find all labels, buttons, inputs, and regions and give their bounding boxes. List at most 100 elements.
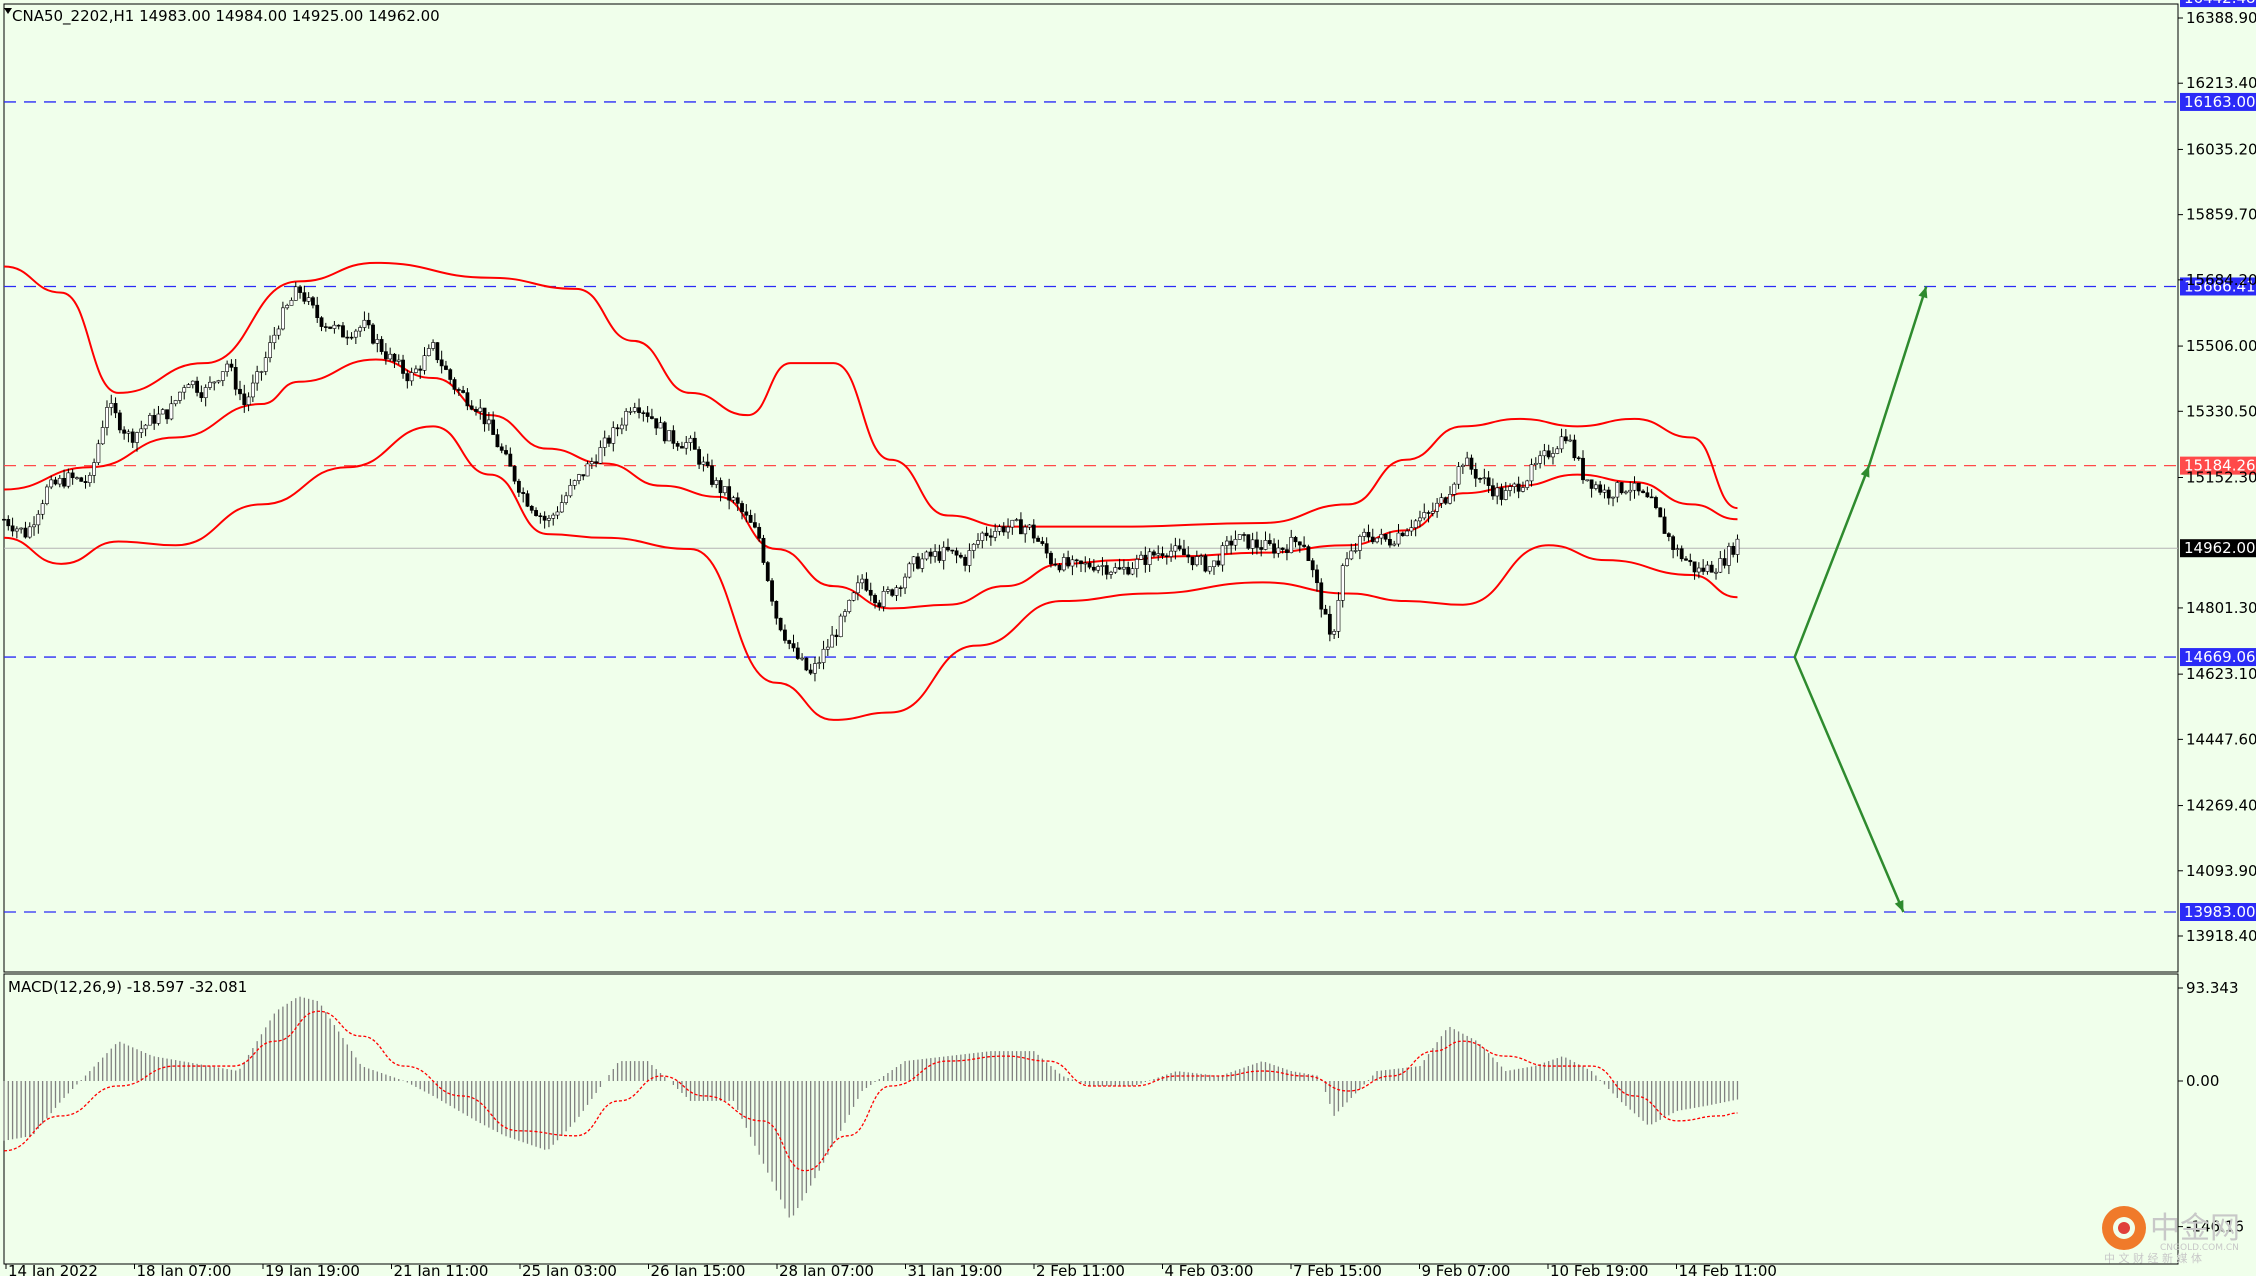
candle-body bbox=[1224, 540, 1229, 546]
candle-body bbox=[971, 543, 976, 551]
candle-body bbox=[396, 359, 401, 362]
candle-body bbox=[190, 380, 195, 385]
candle-body bbox=[662, 422, 667, 442]
macd-tick-label: -146.16 bbox=[2186, 1218, 2244, 1236]
candle-body bbox=[920, 558, 925, 569]
candle-body bbox=[1242, 534, 1246, 536]
candle-body bbox=[1066, 557, 1071, 567]
candle-body bbox=[529, 505, 534, 511]
candle-body bbox=[1310, 560, 1315, 571]
candle-body bbox=[1143, 554, 1148, 565]
candle-body bbox=[422, 355, 427, 371]
level-tag-label: 13983.00 bbox=[2184, 903, 2256, 921]
candle-body bbox=[409, 372, 414, 382]
candle-body bbox=[710, 465, 714, 485]
candle-body bbox=[1276, 547, 1281, 554]
candle-body bbox=[418, 368, 423, 371]
candle-body bbox=[697, 449, 702, 465]
candle-body bbox=[27, 526, 32, 538]
candle-body bbox=[383, 351, 388, 360]
candle-body bbox=[263, 357, 268, 372]
candle-body bbox=[1593, 484, 1598, 489]
candle-body bbox=[276, 328, 281, 336]
candle-body bbox=[787, 640, 792, 644]
candle-body bbox=[392, 353, 397, 362]
candle-body bbox=[988, 535, 993, 538]
candle-body bbox=[692, 437, 697, 450]
candle-body bbox=[92, 462, 97, 476]
candle-body bbox=[1615, 482, 1620, 498]
candle-body bbox=[1212, 560, 1216, 567]
candle-body bbox=[1508, 486, 1512, 491]
candle-body bbox=[521, 492, 526, 494]
candle-body bbox=[1473, 469, 1478, 479]
candle-body bbox=[1568, 439, 1573, 442]
projection-arrows-layer bbox=[1793, 286, 1928, 913]
candle-body bbox=[1671, 536, 1676, 550]
projection-arrow-head bbox=[1860, 465, 1870, 478]
candle-body bbox=[654, 418, 659, 429]
candle-body bbox=[1263, 540, 1268, 550]
bollinger-middle-line bbox=[3, 358, 1738, 610]
watermark-brand: 中金网 bbox=[2150, 1211, 2240, 1246]
candle-body bbox=[774, 600, 779, 619]
candle-body bbox=[744, 511, 749, 516]
candle-body bbox=[444, 365, 448, 370]
main-pane-frame bbox=[3, 3, 2179, 973]
candle-body bbox=[1452, 483, 1457, 495]
candle-body bbox=[1340, 565, 1345, 601]
level-tag-label: 16163.00 bbox=[2184, 93, 2256, 111]
candle-body bbox=[1482, 477, 1487, 480]
candle-body bbox=[658, 422, 663, 429]
candle-body bbox=[1182, 548, 1186, 556]
candle-body bbox=[195, 380, 199, 393]
candle-body bbox=[1306, 546, 1311, 561]
symbol-menu-triangle[interactable] bbox=[4, 8, 12, 14]
candle-body bbox=[804, 657, 809, 671]
candle-body bbox=[1083, 562, 1088, 565]
main-chart-pane[interactable]: CNA50_2202,H1 14983.00 14984.00 14925.00… bbox=[2, 0, 2179, 973]
macd-pane[interactable]: MACD(12,26,9) -18.597 -32.081 bbox=[3, 973, 2179, 1265]
candle-body bbox=[1598, 484, 1603, 493]
candle-body bbox=[881, 590, 886, 607]
candle-body bbox=[594, 461, 599, 464]
candle-body bbox=[911, 556, 916, 565]
time-tick-label: 2 Feb 11:00 bbox=[1036, 1262, 1125, 1276]
candle-body bbox=[293, 286, 298, 301]
candle-body bbox=[1147, 551, 1152, 565]
candle-body bbox=[289, 300, 294, 306]
candle-body bbox=[568, 485, 573, 497]
candle-body bbox=[1315, 569, 1319, 584]
candle-body bbox=[319, 317, 324, 327]
candle-body bbox=[1636, 482, 1641, 492]
candle-body bbox=[1216, 560, 1221, 566]
candle-body bbox=[465, 392, 470, 407]
candle-body bbox=[1456, 466, 1461, 485]
candle-body bbox=[1203, 555, 1208, 572]
candle-body bbox=[1375, 537, 1379, 543]
price-tick-label: 15684.20 bbox=[2186, 271, 2256, 289]
candle-body bbox=[499, 446, 504, 451]
candle-body bbox=[281, 307, 285, 330]
candle-body bbox=[452, 379, 457, 390]
candle-body bbox=[336, 324, 341, 327]
candle-body bbox=[1662, 516, 1667, 534]
time-tick-label: 25 Jan 03:00 bbox=[522, 1262, 617, 1276]
candle-body bbox=[1460, 464, 1465, 467]
candle-body bbox=[1027, 524, 1032, 528]
candle-body bbox=[117, 412, 122, 431]
candle-body bbox=[1366, 531, 1371, 538]
candle-body bbox=[113, 403, 118, 414]
candle-body bbox=[504, 450, 508, 455]
candle-body bbox=[1405, 530, 1409, 537]
candle-body bbox=[66, 472, 71, 487]
projection-arrow-head bbox=[1918, 286, 1928, 299]
candle-body bbox=[1104, 565, 1109, 575]
candle-body bbox=[414, 368, 418, 373]
candle-body bbox=[225, 363, 230, 372]
candle-body bbox=[1250, 539, 1255, 549]
candle-body bbox=[1246, 534, 1251, 549]
candle-body bbox=[1589, 479, 1594, 489]
candle-body bbox=[246, 396, 251, 405]
candle-body bbox=[757, 526, 762, 539]
